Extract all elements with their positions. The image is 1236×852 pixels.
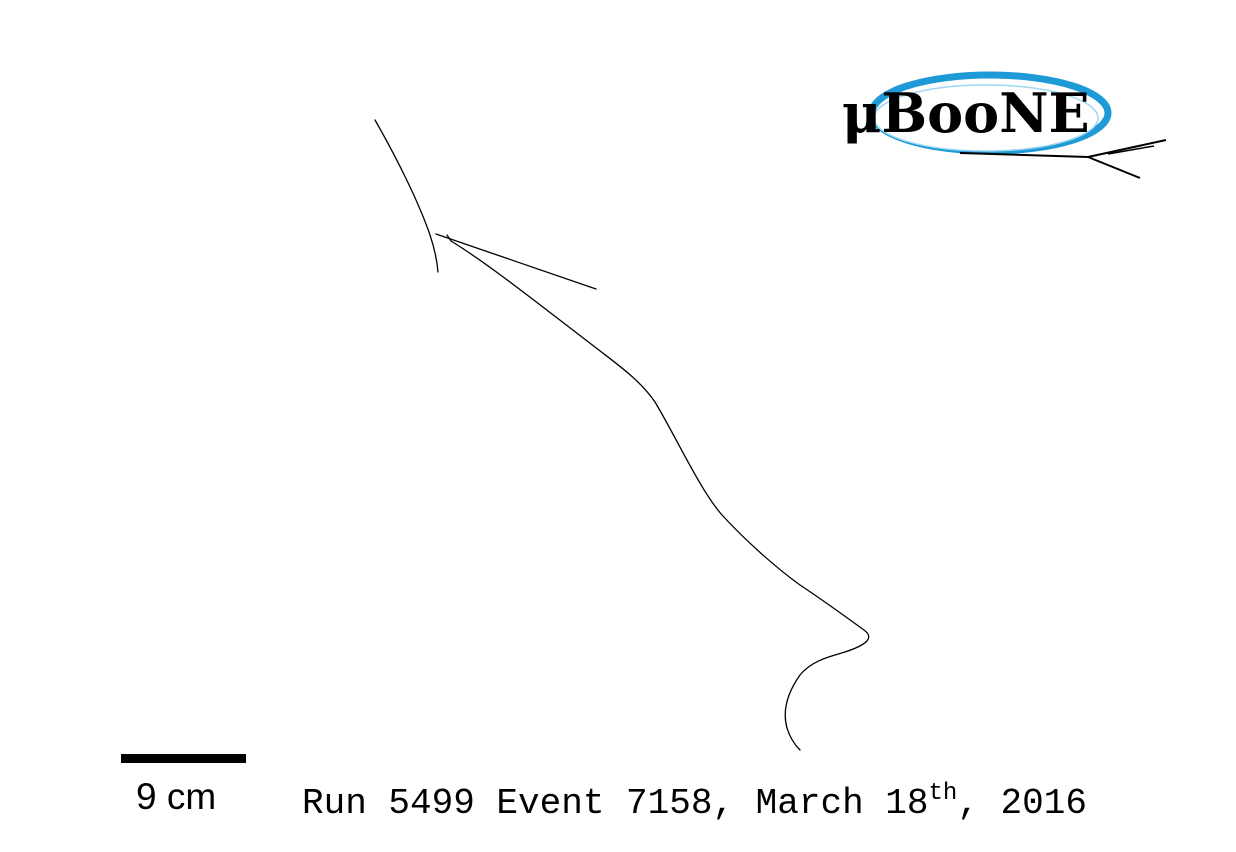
scale-label: 9 cm	[136, 776, 217, 817]
logo-shower-prong-2	[1087, 139, 1167, 158]
date-ordinal-suffix: th	[928, 780, 958, 807]
logo-neutrino-line	[959, 152, 1089, 158]
run-year-text: , 2016	[957, 783, 1087, 824]
scale-bar	[121, 754, 246, 763]
logo-shower-prong-3	[1107, 145, 1155, 155]
logo-shower-prong-1	[1087, 156, 1141, 179]
run-event-text: Run 5499 Event 7158, March 18	[302, 783, 929, 824]
logo-text: μBooNE	[842, 81, 1090, 145]
microboone-logo: μBooNE	[836, 66, 1176, 186]
run-event-caption: Run 5499 Event 7158, March 18th, 2016	[302, 782, 1087, 824]
track-short-branch	[435, 233, 597, 290]
track-upper-short	[374, 119, 439, 273]
logo-ring-inner	[873, 84, 1099, 152]
track-main-muon	[446, 234, 870, 751]
microboone-logo-graphic: μBooNE	[842, 71, 1167, 179]
